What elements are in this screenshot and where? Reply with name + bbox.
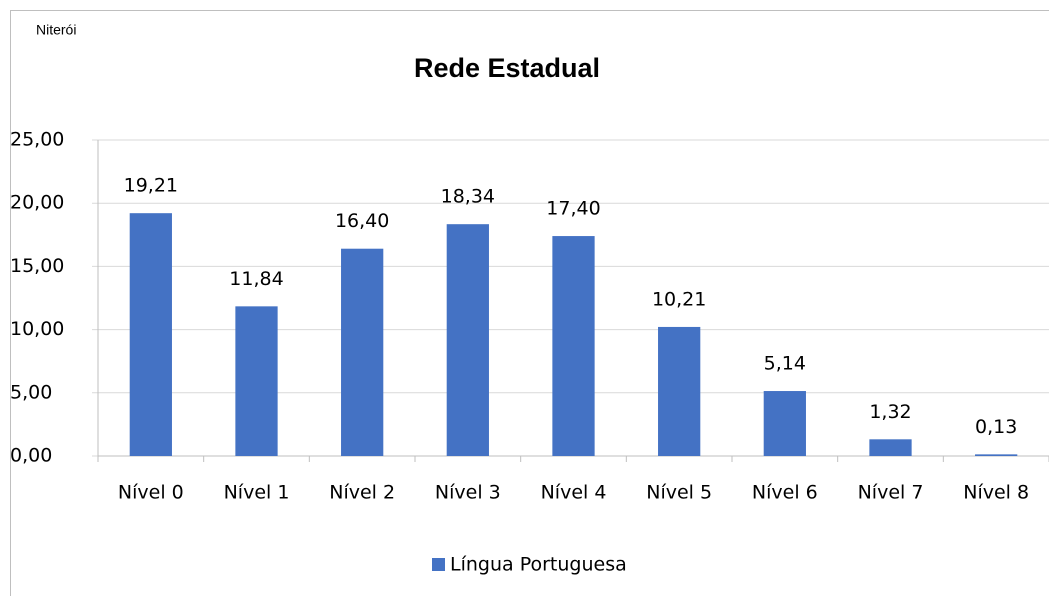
y-tick-label: 15,00: [10, 255, 64, 277]
y-tick-label: 20,00: [10, 192, 64, 214]
bar: [763, 391, 806, 456]
x-tick-label: Nível 4: [541, 482, 607, 504]
y-tick-label: 25,00: [10, 129, 64, 151]
data-label: 0,13: [975, 416, 1017, 438]
x-tick-label: Nível 1: [224, 482, 290, 504]
x-tick-label: Nível 8: [963, 482, 1029, 504]
data-label: 17,40: [546, 198, 600, 220]
chart-frame: [10, 10, 1049, 596]
bar: [341, 248, 384, 456]
chart-subtitle: Niterói: [36, 22, 76, 38]
bar: [129, 213, 172, 456]
bar: [975, 454, 1018, 456]
bar: [552, 236, 595, 456]
data-label: 5,14: [764, 353, 806, 375]
legend-swatch: [432, 558, 445, 571]
bar: [446, 224, 489, 456]
x-tick-label: Nível 6: [752, 482, 818, 504]
chart-title: Rede Estadual: [414, 53, 600, 83]
x-tick-label: Nível 3: [435, 482, 501, 504]
bar: [658, 326, 701, 456]
bar: [869, 439, 912, 456]
x-tick-label: Nível 0: [118, 482, 184, 504]
x-tick-label: Nível 2: [329, 482, 395, 504]
data-label: 1,32: [869, 401, 911, 423]
data-label: 11,84: [229, 268, 283, 290]
legend-label: Língua Portuguesa: [450, 554, 627, 576]
y-tick-label: 10,00: [10, 318, 64, 340]
y-tick-label: 0,00: [10, 445, 52, 467]
x-tick-label: Nível 7: [858, 482, 924, 504]
bar: [235, 306, 278, 456]
data-label: 10,21: [652, 288, 706, 310]
data-label: 19,21: [124, 175, 178, 197]
data-label: 16,40: [335, 210, 389, 232]
x-tick-label: Nível 5: [646, 482, 712, 504]
y-tick-label: 5,00: [10, 381, 52, 403]
data-label: 18,34: [441, 186, 495, 208]
